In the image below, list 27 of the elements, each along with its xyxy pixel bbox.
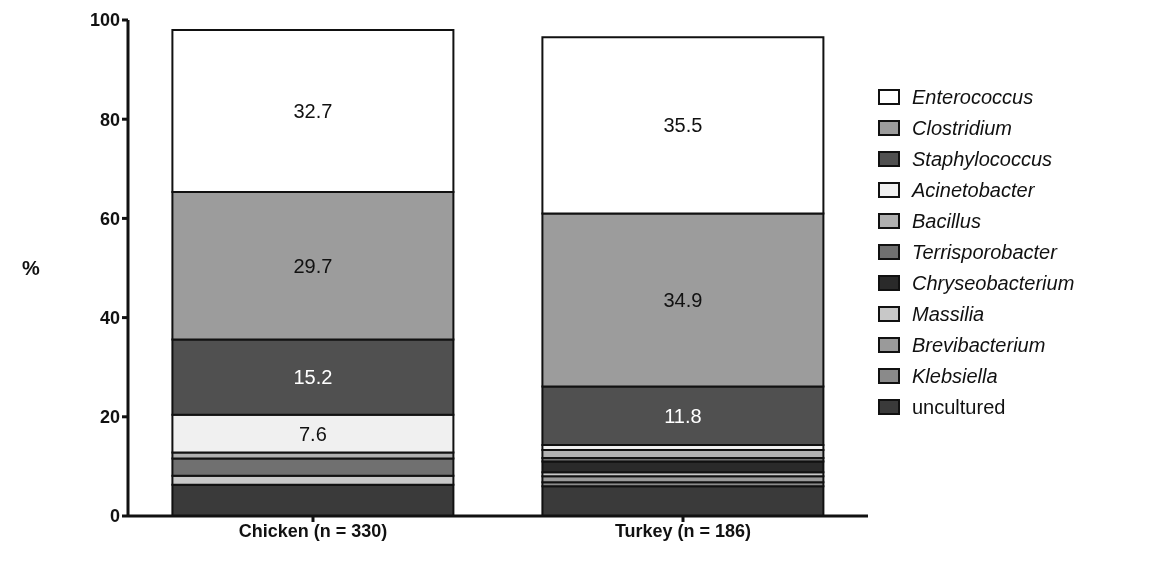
y-tick-label: 40 [99, 307, 120, 328]
data-label: 15.2 [293, 366, 333, 389]
legend-label: Bacillus [912, 209, 981, 233]
x-tick-label: Turkey (n = 186) [614, 520, 752, 541]
y-tick-label: 0 [109, 506, 120, 527]
data-label: 35.5 [663, 114, 703, 137]
legend-label: Chryseobacterium [912, 271, 1075, 295]
legend-label: Staphylococcus [912, 147, 1053, 171]
y-tick-label: 60 [99, 208, 120, 229]
y-axis-title: % [22, 257, 40, 280]
x-tick-label: Chicken (n = 330) [238, 520, 388, 541]
legend-label: Klebsiella [912, 364, 998, 388]
data-label: 29.7 [293, 254, 333, 277]
y-tick-label: 80 [99, 109, 120, 130]
data-label: 7.6 [298, 422, 327, 445]
legend-label: Clostridium [912, 116, 1013, 140]
legend-label: uncultured [912, 395, 1006, 419]
legend-label: Terrisporobacter [912, 240, 1057, 264]
data-label: 11.8 [664, 404, 702, 427]
y-tick-label: 20 [99, 407, 120, 428]
y-tick-label: 100 [89, 10, 120, 31]
data-label: 32.7 [293, 100, 333, 123]
legend-label: Acinetobacter [912, 178, 1035, 202]
data-label: 34.9 [663, 288, 703, 311]
legend-label: Brevibacterium [912, 333, 1046, 357]
legend-label: Enterococcus [912, 85, 1034, 109]
legend-label: Massilia [912, 302, 985, 326]
